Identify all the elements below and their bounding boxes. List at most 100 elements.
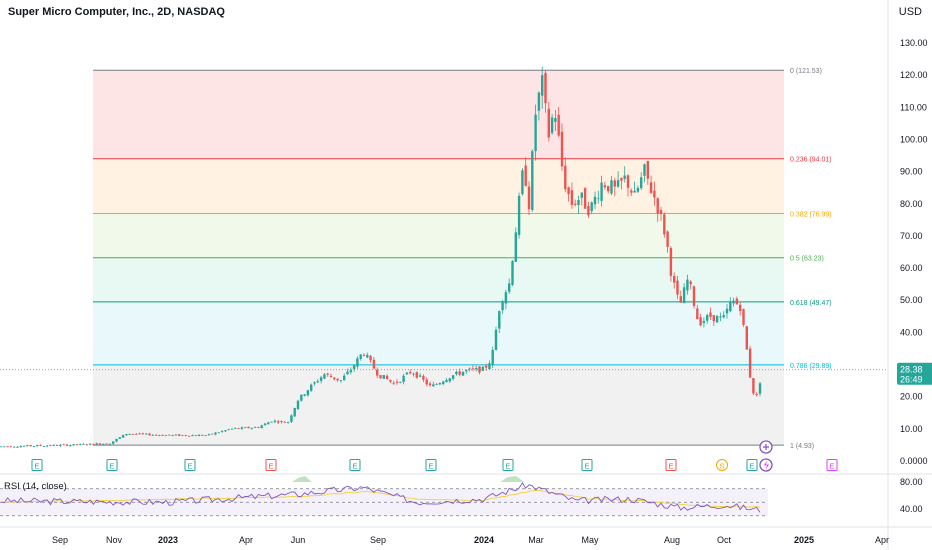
- candle-body-2: [6, 446, 9, 448]
- candle-body-82: [270, 421, 273, 423]
- currency-label[interactable]: USD: [898, 6, 922, 18]
- time-tick-label: Jun: [291, 535, 306, 545]
- candle-body-11: [36, 445, 39, 447]
- time-tick-label: 2025: [794, 535, 814, 545]
- event-marker-label: S: [719, 462, 724, 471]
- candle-body-213: [702, 320, 706, 323]
- candle-body-81: [267, 422, 270, 425]
- earnings-marker[interactable]: [106, 459, 118, 471]
- candle-body-66: [217, 432, 220, 434]
- candle-body-43: [141, 433, 145, 435]
- candle-body-98: [323, 374, 326, 379]
- earnings-marker[interactable]: [184, 459, 196, 471]
- candle-body-169: [557, 114, 560, 136]
- candle-body-50: [164, 435, 168, 436]
- candle-body-163: [537, 92, 541, 111]
- fib-label-4: 0.618 (49.47): [790, 300, 832, 307]
- candle-body-37: [121, 434, 125, 438]
- candle-body-173: [570, 190, 574, 205]
- price-tick-label: 90.00: [900, 167, 923, 177]
- candle-body-130: [428, 383, 432, 386]
- candle-body-103: [339, 380, 343, 381]
- candle-body-172: [567, 187, 570, 195]
- candle-body-102: [336, 378, 339, 381]
- candle-body-137: [451, 375, 455, 379]
- candle-body-110: [362, 354, 366, 356]
- earnings-marker[interactable]: [502, 459, 514, 471]
- candle-body-152: [501, 301, 504, 311]
- earnings-marker[interactable]: [665, 459, 677, 471]
- earnings-marker[interactable]: [265, 459, 277, 471]
- candle-body-224: [739, 304, 742, 311]
- candle-body-151: [498, 311, 501, 329]
- candle-body-104: [343, 375, 346, 381]
- candle-body-165: [544, 72, 547, 104]
- candle-body-32: [105, 443, 108, 445]
- candle-body-42: [138, 433, 141, 435]
- candle-body-121: [399, 381, 402, 383]
- fib-zone-0: [93, 70, 784, 159]
- candle-body-90: [296, 400, 300, 409]
- earnings-marker[interactable]: [826, 459, 838, 471]
- candle-body-125: [412, 373, 415, 375]
- candle-body-99: [326, 373, 329, 375]
- candle-body-187: [616, 180, 620, 187]
- candle-body-142: [468, 368, 471, 370]
- candle-body-220: [725, 308, 729, 314]
- candle-body-72: [237, 428, 240, 429]
- candle-body-199: [656, 198, 659, 214]
- candle-body-27: [88, 443, 92, 445]
- candle-body-133: [438, 383, 442, 385]
- candle-body-166: [547, 108, 550, 138]
- candle-body-57: [187, 435, 191, 437]
- candle-body-143: [471, 368, 475, 370]
- candle-body-108: [356, 358, 359, 367]
- candle-body-31: [102, 443, 105, 445]
- price-tick-label: 100.00: [900, 134, 928, 144]
- price-tick-label: 70.00: [900, 231, 923, 241]
- candle-body-97: [319, 377, 323, 381]
- fib-label-3: 0.5 (63.23): [790, 256, 824, 263]
- candle-body-127: [418, 375, 422, 377]
- last-price-tag[interactable]: [897, 362, 932, 385]
- candle-body-18: [59, 444, 62, 446]
- candle-body-77: [253, 427, 257, 428]
- candle-body-203: [669, 247, 673, 276]
- candle-body-60: [197, 434, 201, 437]
- price-tick-label: 80.00: [900, 199, 923, 209]
- candle-body-101: [333, 377, 336, 380]
- candle-body-51: [168, 434, 171, 436]
- candle-body-177: [583, 188, 587, 209]
- candle-body-192: [633, 190, 636, 193]
- time-tick-label: Oct: [717, 535, 732, 545]
- candle-body-230: [758, 383, 762, 394]
- candle-body-100: [329, 375, 333, 378]
- candle-body-61: [201, 434, 204, 436]
- earnings-marker[interactable]: [349, 459, 361, 471]
- candle-body-48: [158, 435, 161, 436]
- candle-body-170: [560, 131, 564, 167]
- split-marker[interactable]: [716, 459, 728, 471]
- candle-body-201: [663, 214, 666, 235]
- candle-body-200: [659, 210, 663, 215]
- candle-body-215: [709, 312, 712, 317]
- earnings-marker[interactable]: [425, 459, 437, 471]
- event-marker-label: E: [829, 462, 834, 471]
- earnings-marker[interactable]: [581, 459, 593, 471]
- candle-body-83: [273, 420, 277, 422]
- rsi-overbought-fill: [292, 476, 312, 482]
- candle-body-147: [484, 365, 488, 368]
- candle-body-63: [207, 434, 211, 435]
- candle-body-84: [277, 421, 280, 423]
- candle-body-16: [52, 444, 55, 446]
- candle-body-44: [145, 433, 148, 435]
- candle-body-197: [649, 182, 653, 193]
- candle-body-209: [689, 281, 692, 284]
- candle-body-36: [118, 437, 121, 439]
- earnings-marker[interactable]: [746, 459, 758, 471]
- candle-body-112: [369, 355, 372, 361]
- earnings-marker[interactable]: [31, 459, 43, 471]
- candle-body-138: [455, 371, 458, 375]
- candle-body-91: [300, 394, 303, 401]
